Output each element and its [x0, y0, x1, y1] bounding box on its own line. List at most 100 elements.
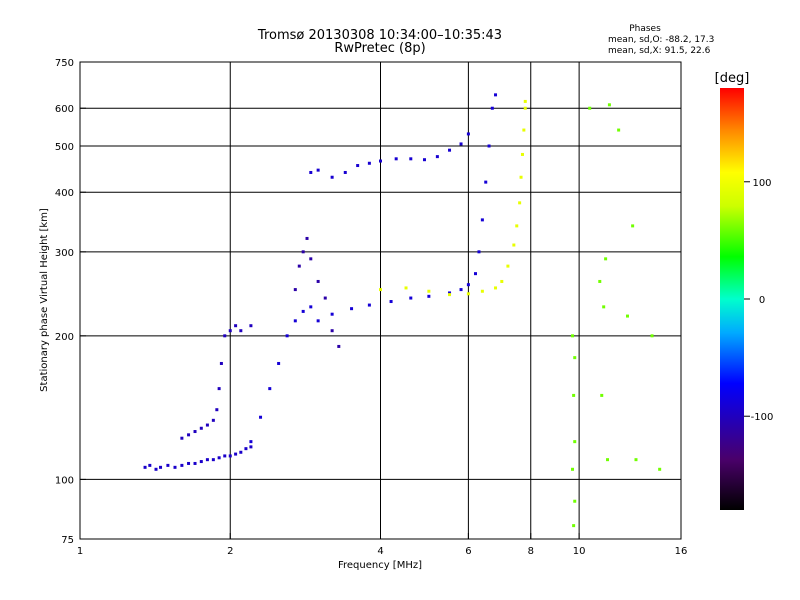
data-point	[249, 445, 253, 449]
data-point	[249, 440, 253, 444]
y-axis-label: Stationary phase Virtual Height [km]	[39, 208, 50, 392]
data-point	[301, 250, 305, 254]
colorbar-ticks: 100 0 -100	[744, 178, 773, 423]
data-point	[293, 288, 297, 292]
data-point	[573, 499, 577, 503]
data-point	[572, 524, 576, 528]
data-point	[379, 288, 382, 292]
x-tick-label: 8	[528, 546, 534, 557]
data-point	[259, 415, 263, 419]
data-point	[571, 334, 575, 338]
data-point	[634, 458, 638, 462]
data-point	[588, 106, 592, 110]
stats-heading: Phases	[629, 24, 661, 34]
y-tick-label: 750	[55, 58, 74, 69]
data-point	[459, 142, 463, 146]
y-tick-label: 600	[55, 104, 74, 115]
data-point	[606, 458, 610, 462]
data-point	[268, 387, 272, 391]
data-point	[180, 463, 184, 467]
data-point	[187, 433, 191, 437]
data-point	[367, 303, 371, 307]
data-point	[309, 305, 313, 309]
data-point	[409, 157, 413, 161]
data-point	[409, 296, 413, 300]
data-point	[631, 224, 635, 228]
data-point	[249, 324, 253, 328]
data-point	[379, 159, 382, 163]
data-point	[466, 132, 470, 136]
data-point	[604, 257, 608, 261]
data-point	[343, 170, 347, 174]
y-axis-ticks: 75 100 200 300 400 500 600 750	[55, 58, 86, 546]
colorbar-tick-label: -100	[751, 412, 774, 423]
data-point	[330, 312, 334, 316]
y-tick-label: 200	[55, 332, 74, 343]
data-point	[389, 300, 393, 304]
data-point	[293, 319, 297, 323]
data-point	[523, 106, 527, 110]
data-point	[173, 465, 177, 469]
data-point	[228, 329, 232, 333]
data-point	[211, 418, 215, 422]
data-point	[658, 467, 662, 471]
data-point	[480, 289, 484, 293]
data-point	[223, 454, 227, 458]
data-point	[309, 257, 313, 261]
data-point	[572, 393, 576, 397]
data-point	[215, 408, 219, 412]
data-point	[522, 128, 526, 132]
data-point	[617, 128, 621, 132]
colorbar	[720, 88, 744, 510]
data-point	[330, 329, 334, 333]
data-point	[277, 361, 281, 365]
data-point	[512, 243, 516, 247]
data-point	[427, 289, 431, 293]
x-tick-label: 1	[77, 546, 83, 557]
data-point	[205, 423, 209, 427]
data-point	[448, 148, 452, 152]
data-point	[518, 201, 522, 205]
y-tick-label: 400	[55, 188, 74, 199]
stats-o-mode: mean, sd,O: -88.2, 17.3	[608, 35, 714, 45]
data-point	[187, 461, 191, 465]
data-point	[602, 305, 606, 309]
x-tick-label: 4	[377, 546, 383, 557]
data-point	[159, 465, 163, 469]
chart-subtitle: RwPretec (8p)	[334, 41, 425, 56]
x-tick-label: 2	[227, 546, 233, 557]
data-point	[625, 314, 629, 318]
data-point	[316, 319, 320, 323]
data-point	[316, 168, 320, 172]
x-axis-label: Frequency [MHz]	[338, 560, 422, 571]
data-point	[305, 236, 309, 240]
data-point	[239, 450, 243, 454]
colorbar-tick-label: 100	[752, 178, 771, 189]
data-point	[148, 463, 152, 467]
data-point	[180, 436, 184, 440]
stats-x-mode: mean, sd,X: 91.5, 22.6	[608, 46, 711, 56]
data-point	[228, 454, 232, 458]
data-point	[523, 99, 527, 103]
data-point	[506, 264, 510, 268]
colorbar-label: [deg]	[715, 71, 750, 86]
data-point	[309, 170, 313, 174]
data-point	[404, 286, 408, 290]
data-point	[316, 279, 320, 283]
data-point	[337, 344, 341, 348]
data-point	[494, 93, 498, 97]
data-point	[205, 458, 209, 462]
data-point	[494, 286, 498, 290]
data-point	[519, 175, 523, 179]
data-point	[459, 288, 463, 292]
data-point	[223, 334, 227, 338]
data-point	[573, 440, 577, 444]
data-point	[143, 465, 147, 469]
x-tick-label: 16	[675, 546, 688, 557]
x-tick-label: 10	[573, 546, 586, 557]
data-point	[323, 296, 327, 300]
data-point	[297, 264, 301, 268]
data-point	[520, 152, 524, 156]
x-tick-label: 6	[465, 546, 471, 557]
